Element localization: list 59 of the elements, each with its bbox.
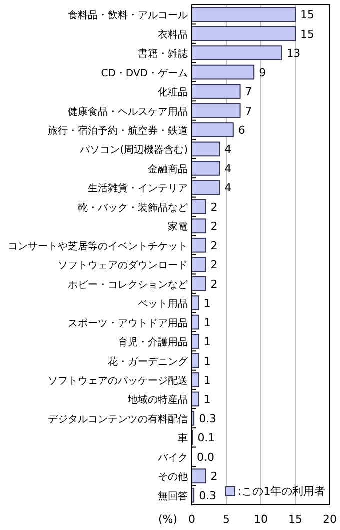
y-tick-label: パソコン(周辺機器含む) [79,144,188,156]
y-tick-label: 地域の特産品 [127,394,188,406]
text: 6 [238,124,246,137]
legend-label: :この1年の利用者 [238,485,326,498]
y-tick-label: 健康食品・ヘルスケア用品 [68,106,188,118]
y-tick-label: 育児・介護用品 [118,336,188,349]
text: 2 [210,470,218,484]
text: 2 [210,239,218,252]
y-tick-label: ペット用品 [138,299,188,310]
text: 15 [300,28,314,41]
text: 7 [245,86,252,99]
y-tick-label: ソフトウェアのパッケージ配送 [48,375,188,387]
x-tick-label: 20 [323,513,337,526]
text: 1 [204,374,211,387]
text: 13 [286,47,301,60]
y-tick-label: 金融商品 [148,163,188,176]
y-tick-label: 生活雑貨・インテリア [88,182,188,195]
text: 0.1 [198,432,216,445]
text: 1 [204,297,211,310]
text: 7 [245,104,252,118]
text: 2 [210,258,218,272]
x-tick-label: 15 [288,513,302,526]
y-tick-label: ホビー・コレクションなど [68,280,188,291]
text: 4 [224,162,232,176]
y-tick-label: 衣料品 [158,28,188,41]
y-tick-label: 花・ガーデニング [108,356,189,368]
text: 15 [300,8,314,22]
y-tick-label: その他 [158,471,188,484]
y-tick-label: 化粧品 [158,86,188,99]
x-tick-label: 10 [254,513,268,526]
text: 0.3 [199,412,217,426]
y-tick-label: 靴・バック・装飾品など [78,202,188,214]
y-tick-label: 家電 [168,221,188,234]
y-tick-label: 旅行・宿泊予約・航空券・鉄道 [48,125,188,137]
text: 1 [204,354,211,368]
y-tick-label: 食料品・飲料・アルコール [68,10,188,22]
y-tick-label: コンサートや芝居等のイベントチケット [8,240,188,252]
y-tick-label: 書籍・雑誌 [138,48,188,60]
text: 0.0 [197,450,214,464]
text: 0.3 [199,489,217,502]
x-tick-label: 5 [223,513,230,526]
y-tick-label: ソフトウェアのダウンロード [58,260,188,272]
y-tick-label: スポーツ・アウトドア用品 [68,318,188,330]
text: 2 [210,220,218,234]
y-tick-label: CD・DVD・ゲーム [101,68,188,80]
y-tick-label: デジタルコンテンツの有料配信 [48,413,188,426]
text: 2 [210,200,218,214]
text: 4 [224,182,232,195]
text: 9 [259,66,266,80]
y-tick-label: バイク [157,452,188,464]
text: 1 [204,336,211,349]
text: 1 [204,393,211,406]
y-tick-label: 車 [178,432,188,445]
x-tick-label: 0 [188,513,196,526]
text: 1 [204,316,211,330]
y-tick-label: 無回答 [158,490,188,502]
text: 4 [224,143,232,156]
x-axis-title: (%) [158,513,178,526]
text: 2 [210,278,218,291]
